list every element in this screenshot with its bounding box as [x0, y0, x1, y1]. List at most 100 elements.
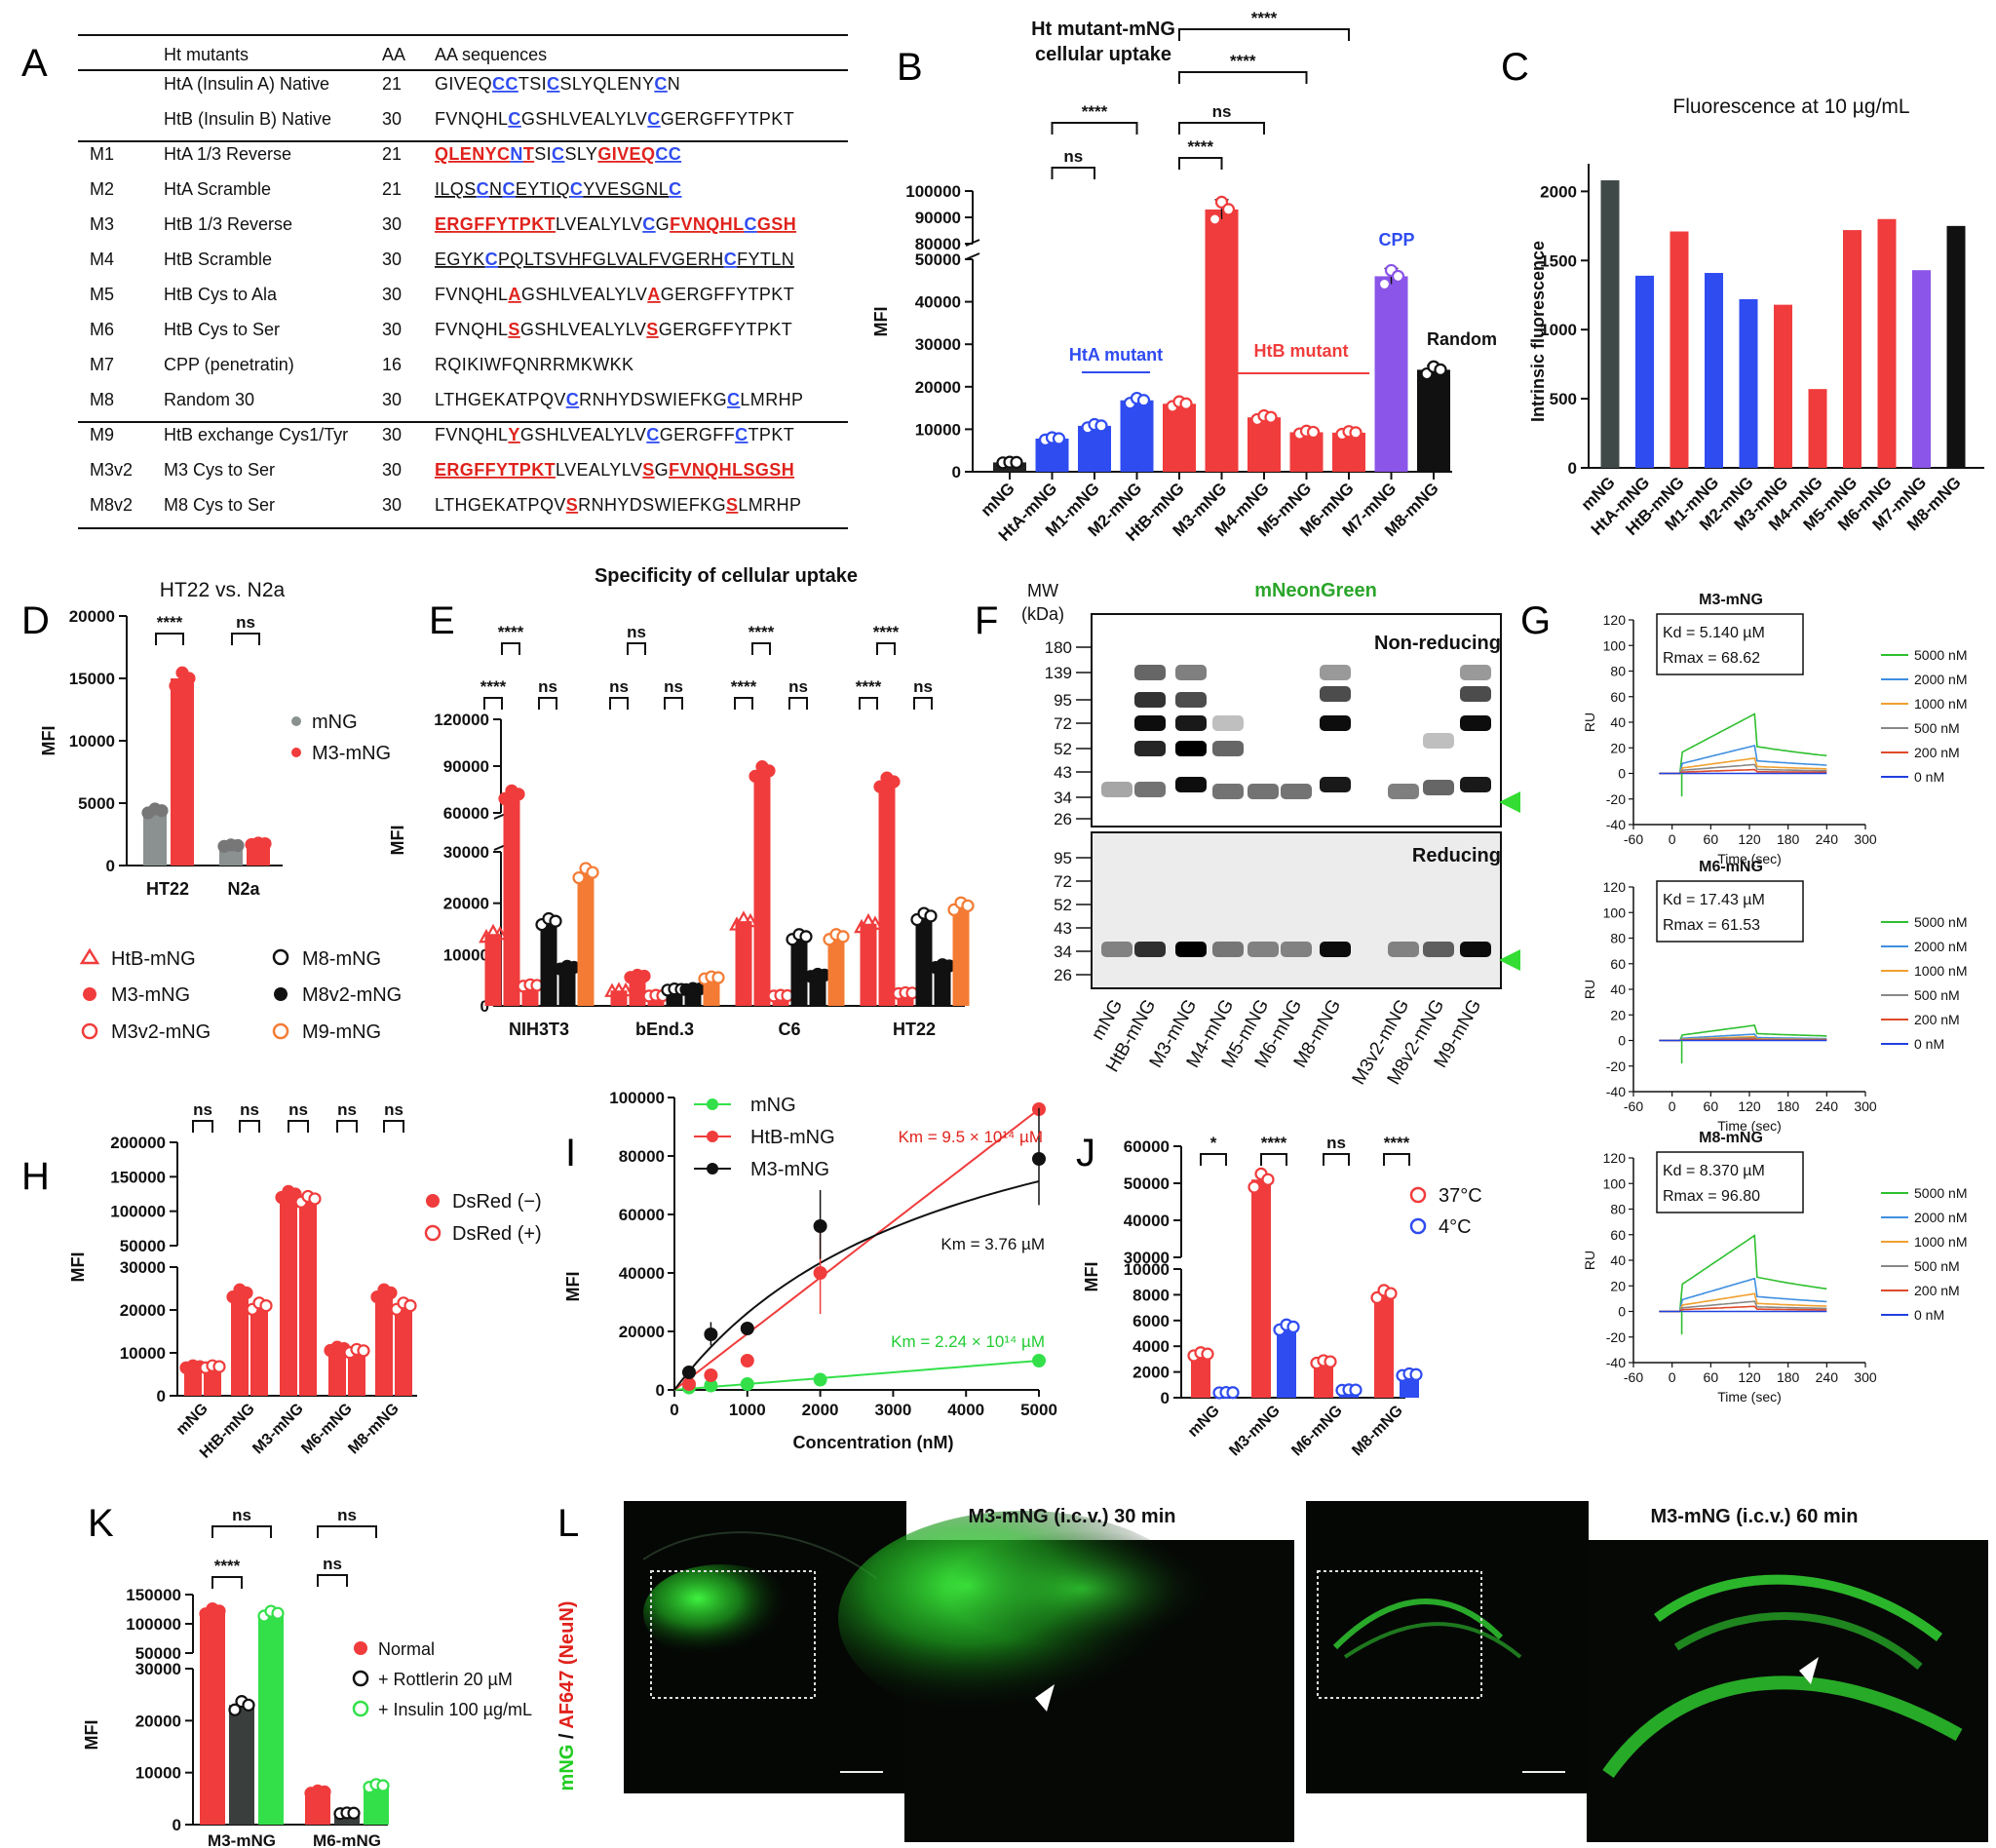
panel-letter-b: B [897, 46, 923, 89]
x-tick-label: 60 [1704, 1098, 1719, 1114]
y-tick-label: 80 [1610, 931, 1626, 946]
legend-label: 1000 nM [1914, 1234, 1967, 1250]
y-tick-label: 0 [1618, 766, 1626, 782]
data-point [867, 915, 883, 930]
significance-label: ns [236, 613, 255, 632]
significance-bracket [231, 633, 260, 645]
y-tick-label: 0 [480, 997, 489, 1016]
blot-band [1320, 686, 1351, 702]
table-row-name: HtA (Insulin A) Native [164, 74, 329, 94]
panel-i-chart: MFI Concentration (nM) 02000040000600008… [563, 1089, 1057, 1452]
bar [1843, 230, 1862, 468]
data-point [1349, 426, 1363, 440]
y-tick-label: -40 [1606, 1355, 1626, 1370]
data-point [1324, 1355, 1337, 1368]
significance-label: **** [731, 677, 757, 696]
bar [703, 978, 720, 1006]
data-point [231, 838, 245, 853]
table-header-aa: AA [382, 45, 405, 64]
table-header-sequences: AA sequences [435, 45, 547, 64]
legend-label: 500 nM [1914, 987, 1960, 1003]
data-point [1264, 410, 1278, 424]
panel-d-ylabel: MFI [39, 726, 58, 756]
x-axis-label: Time (sec) [1717, 1389, 1782, 1405]
data-point [799, 930, 813, 943]
data-point [212, 1604, 226, 1618]
data-point [492, 925, 508, 941]
bar [1739, 298, 1758, 468]
panel-e-marks: 0 10000 20000 30000 60000 90000 120000 NIH3T3 bE… [434, 623, 975, 1039]
x-tick-label: 5000 [1020, 1401, 1057, 1419]
panel-e-chart: Specificity of cellular uptake MFI 0 1000… [388, 565, 975, 1039]
blot-band [1460, 665, 1491, 680]
y-tick-label: 10000 [120, 1344, 166, 1363]
data-point [813, 1219, 827, 1233]
y-tick-label: 30000 [120, 1258, 166, 1277]
y-tick-label: 40000 [1124, 1212, 1170, 1230]
panel-b-title-1: Ht mutant-mNG [1031, 19, 1175, 40]
x-tick-label: 1000 [729, 1401, 766, 1419]
bar [1332, 432, 1365, 472]
table-row-aa: 30 [382, 214, 402, 234]
y-tick-label: 120000 [434, 711, 489, 729]
legend-label: 0 nM [1914, 769, 1944, 785]
y-tick-label: 60 [1610, 1227, 1626, 1243]
table-row-id: M9 [90, 425, 114, 444]
blot-band [1281, 784, 1312, 799]
bar [915, 915, 933, 1006]
x-tick-label: mNG [1185, 1403, 1223, 1441]
y-tick-label: 20 [1610, 1007, 1626, 1022]
data-point [512, 788, 525, 801]
bar [299, 1198, 317, 1396]
y-tick-label: 20 [1610, 1278, 1626, 1293]
y-tick-label: 0 [173, 1816, 181, 1834]
panel-f-mw: MW [1027, 581, 1058, 600]
data-point [376, 1779, 390, 1792]
y-tick-label: 100000 [126, 1615, 181, 1634]
significance-bracket [913, 697, 933, 710]
table-row-id: M6 [90, 320, 114, 339]
data-point [681, 1377, 696, 1391]
y-tick-label: 20000 [120, 1301, 166, 1320]
x-tick-label: M8-mNG [1349, 1403, 1406, 1460]
significance-label: ns [1212, 102, 1232, 121]
data-point [873, 780, 887, 793]
x-tick-label: NIH3T3 [509, 1020, 569, 1039]
x-tick-label: 0 [1669, 831, 1676, 847]
blot-band [1175, 715, 1207, 731]
panel-f-blot-lanes: 180139957252433426957252433426mNGHtB-mNG… [1045, 613, 1502, 1089]
blot-band [1212, 741, 1244, 756]
x-tick-label: M6-mNG [313, 1831, 381, 1848]
x-tick-label: 0 [1669, 1369, 1676, 1385]
data-point [762, 764, 776, 778]
legend-label: 5000 nM [1914, 647, 1967, 663]
x-tick-label: 3000 [874, 1401, 911, 1419]
y-tick-label: 30000 [915, 335, 961, 354]
table-row-sequence: QLENYCNTSICSLYGIVEQCC [435, 144, 681, 164]
rmax-label: Rmax = 61.53 [1663, 917, 1760, 934]
bar [1374, 1293, 1394, 1398]
significance-label: **** [748, 623, 775, 641]
data-point [740, 1377, 754, 1391]
y-tick-label: 0 [1618, 1304, 1626, 1320]
data-point [308, 1192, 322, 1206]
y-tick-label: 0 [1618, 1033, 1626, 1049]
y-tick-label: 100000 [609, 1089, 665, 1107]
x-tick-label: HT22 [893, 1020, 936, 1039]
y-tick-label: 90000 [443, 757, 489, 776]
data-point [169, 679, 182, 693]
data-point [1136, 394, 1151, 407]
bar [1877, 218, 1897, 468]
y-tick-label: 1000 [1540, 321, 1577, 339]
significance-bracket [336, 1120, 358, 1133]
y-tick-label: 0 [952, 463, 961, 481]
bar [258, 1613, 284, 1825]
significance-label: ns [1063, 147, 1083, 166]
bar [1191, 1354, 1210, 1398]
panel-h-marks: 0 10000 20000 30000 50000 100000 150000 200000 m… [110, 1100, 417, 1462]
significance-bracket [627, 642, 646, 655]
legend-label: 1000 nM [1914, 696, 1967, 712]
data-point [572, 870, 586, 885]
table-row-sequence: FVNQHLCGSHLVEALYLVCGERGFFYTPKT [435, 109, 794, 129]
data-point [1052, 432, 1066, 445]
